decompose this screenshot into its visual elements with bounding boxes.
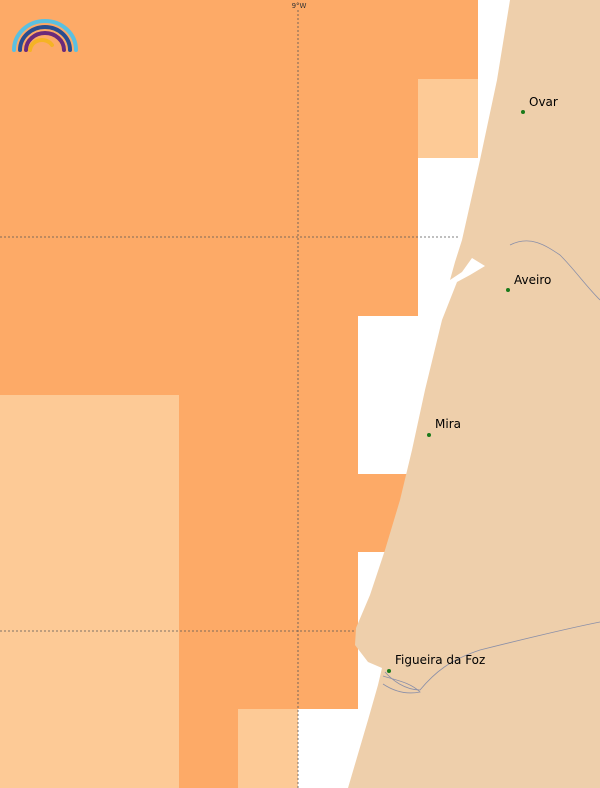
river: [509, 240, 600, 301]
place-label: Mira: [435, 417, 461, 431]
rivers: [382, 240, 600, 694]
longitude-label: 9°W: [292, 2, 307, 10]
place-dot: [506, 288, 510, 292]
cell: [0, 395, 179, 788]
place-label: Ovar: [529, 95, 558, 109]
logo-arc: [28, 38, 54, 52]
river: [382, 675, 421, 694]
cell: [418, 79, 478, 158]
cell: [238, 709, 298, 788]
place-label: Aveiro: [514, 273, 551, 287]
cell: [0, 0, 478, 79]
place-dot: [427, 433, 431, 437]
cell: [0, 79, 418, 316]
sea-cells: [0, 0, 478, 788]
land: [348, 0, 600, 788]
place-label: Figueira da Foz: [395, 653, 485, 667]
places: Ovar Aveiro Mira Figueira da Foz: [387, 95, 558, 673]
logo-arc: [24, 31, 66, 52]
river: [384, 621, 600, 691]
logo-arc: [12, 19, 78, 52]
cell: [179, 395, 358, 709]
cell: [0, 316, 358, 395]
place-dot: [387, 669, 391, 673]
cell: [179, 709, 238, 788]
logo: [12, 19, 78, 52]
graticule: [0, 10, 458, 788]
logo-arc: [18, 25, 72, 52]
place-dot: [521, 110, 525, 114]
